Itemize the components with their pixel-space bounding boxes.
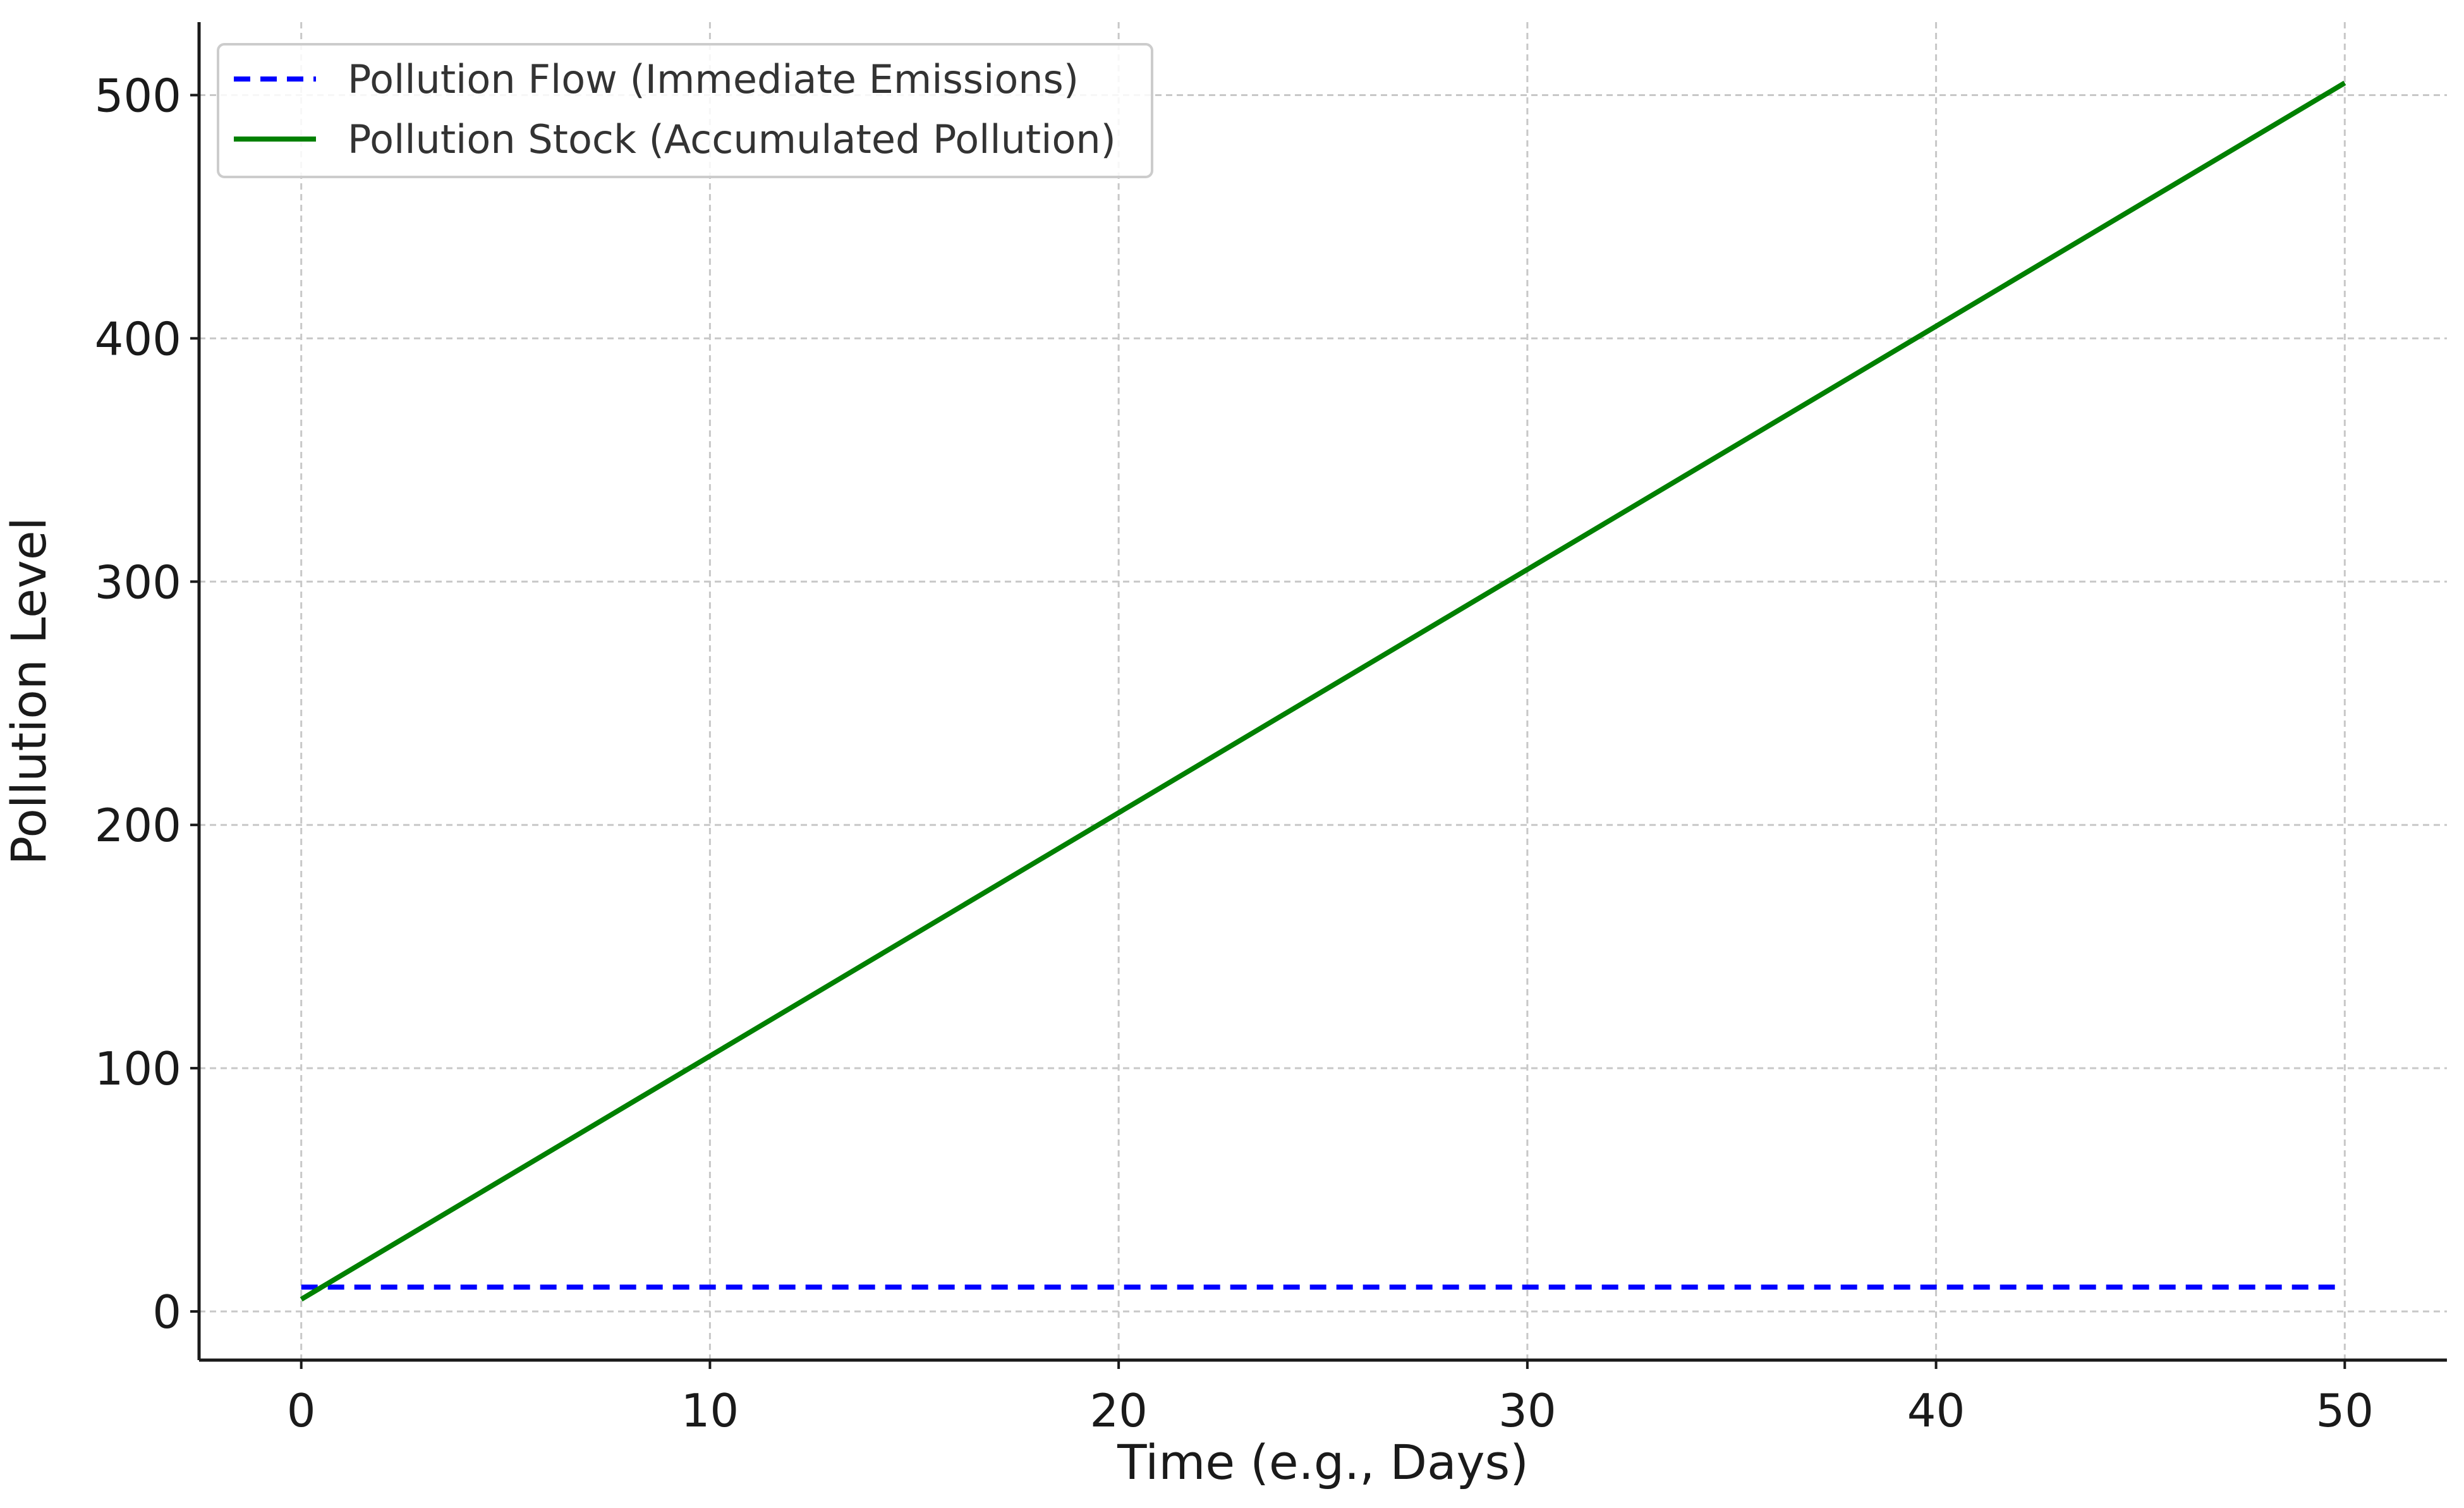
y-tick-label: 200 xyxy=(95,799,181,852)
x-tick-label: 0 xyxy=(287,1384,316,1437)
legend-label-1: Pollution Flow (Immediate Emissions) xyxy=(348,56,1079,102)
x-tick-label: 10 xyxy=(681,1384,739,1437)
y-tick-label: 300 xyxy=(95,556,181,609)
grid xyxy=(199,22,2447,1360)
y-axis-title: Pollution Level xyxy=(1,517,57,865)
y-tick-label: 0 xyxy=(152,1286,181,1339)
plot-series xyxy=(300,80,2346,1302)
x-tick-label: 20 xyxy=(1089,1384,1148,1437)
legend-box xyxy=(217,43,1153,178)
x-tick-label: 30 xyxy=(1498,1384,1557,1437)
x-tick-label: 50 xyxy=(2316,1384,2374,1437)
x-axis-title: Time (e.g., Days) xyxy=(1117,1434,1529,1490)
series-line-2 xyxy=(300,80,2346,1302)
y-tick-label: 100 xyxy=(95,1042,181,1095)
axes xyxy=(190,22,2447,1369)
legend[interactable]: Pollution Flow (Immediate Emissions) Poll… xyxy=(217,43,1153,178)
y-tick-label: 500 xyxy=(95,69,181,122)
y-tick-label: 400 xyxy=(95,312,181,365)
x-tick-label: 40 xyxy=(1907,1384,1965,1437)
legend-label-2: Pollution Stock (Accumulated Pollution) xyxy=(348,116,1116,162)
